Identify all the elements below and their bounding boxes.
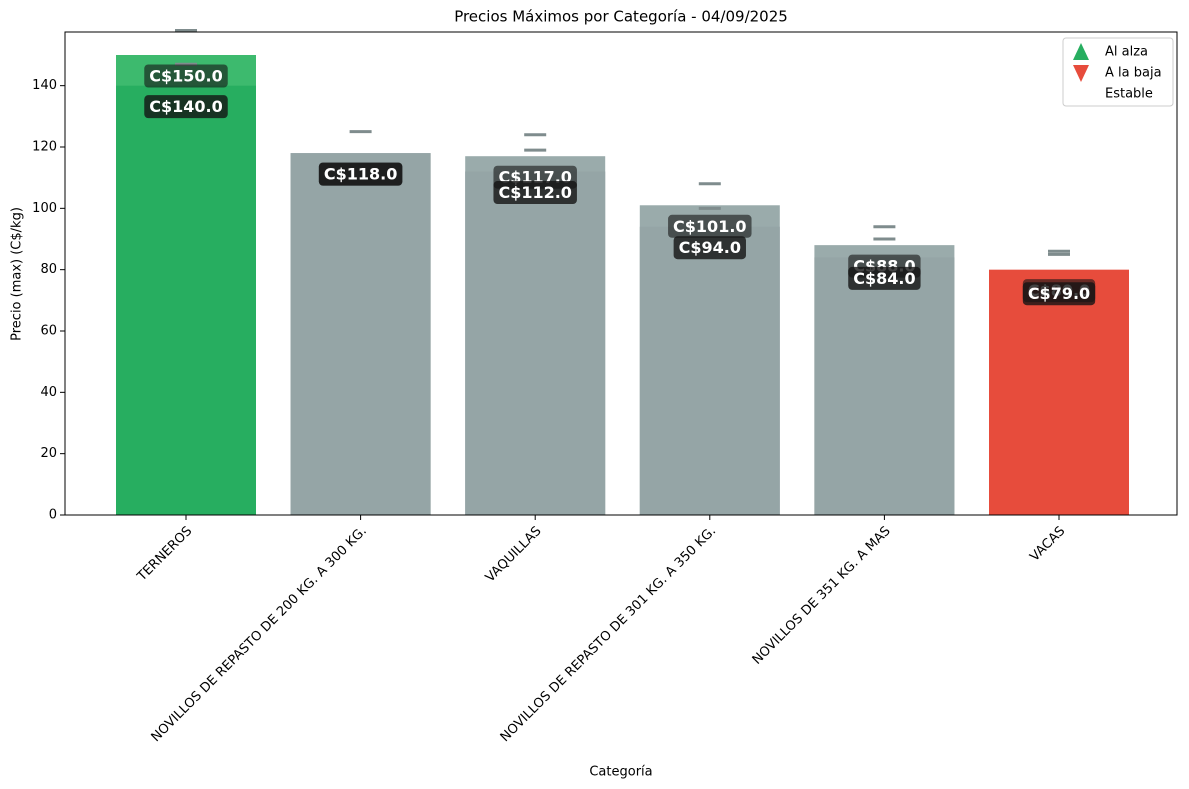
legend-label: Al alza [1105, 45, 1148, 60]
y-tick-label: 20 [40, 446, 57, 461]
y-tick-label: 120 [32, 140, 57, 155]
bar [639, 226, 780, 515]
legend-marker [1073, 43, 1089, 60]
y-tick-label: 0 [49, 508, 57, 523]
y-tick-label: 80 [40, 262, 57, 277]
value-label-group: C$84.0 [848, 266, 921, 290]
legend-marker [1075, 88, 1087, 100]
y-tick-label: 40 [40, 385, 57, 400]
value-label-box [318, 162, 403, 186]
legend-label: A la baja [1105, 66, 1162, 81]
value-label: C$94.0 [679, 238, 741, 257]
x-tick-label: VAQUILLAS [483, 524, 545, 586]
x-axis-label: Categoría [589, 765, 652, 780]
value-label-box [673, 236, 746, 260]
value-label: C$118.0 [324, 165, 397, 184]
y-tick-label: 100 [32, 201, 57, 216]
x-tick-label: NOVILLOS DE REPASTO DE 301 KG. A 350 KG. [498, 524, 719, 745]
legend-label: Estable [1105, 87, 1153, 102]
value-label-group: C$150.0 [144, 64, 228, 88]
y-axis-label: Precio (max) (C$/kg) [10, 207, 25, 341]
y-tick-label: 60 [40, 324, 57, 339]
value-label-box [144, 64, 228, 88]
value-label-group: C$101.0 [668, 214, 752, 238]
value-label-group: C$140.0 [144, 95, 228, 119]
value-label-group: C$79.0 [1022, 282, 1096, 306]
value-label: C$101.0 [673, 217, 746, 236]
bar [116, 85, 256, 516]
value-label: C$79.0 [1028, 284, 1090, 303]
bar [814, 257, 955, 515]
bar [465, 171, 606, 516]
x-tick-label: NOVILLOS DE 351 KG. A MAS [750, 524, 894, 668]
bar [290, 153, 431, 515]
plot-frame [64, 31, 1178, 516]
value-label: C$140.0 [149, 97, 222, 116]
x-tick-label: VACAS [1027, 524, 1068, 565]
bar [989, 272, 1129, 515]
value-label: C$84.0 [853, 269, 915, 288]
value-label-box [1022, 282, 1096, 306]
value-label: C$150.0 [149, 67, 222, 86]
value-label-group: C$112.0 [493, 181, 577, 205]
value-label-box [668, 214, 752, 238]
legend-box [1062, 37, 1174, 107]
value-label-box [493, 181, 577, 205]
value-label-group: C$118.0 [318, 162, 403, 186]
chart-title: Precios Máximos por Categoría - 04/09/20… [454, 8, 788, 26]
value-label-box [144, 95, 228, 119]
value-label-group: C$94.0 [673, 236, 746, 260]
value-label: C$112.0 [498, 183, 571, 202]
y-tick-label: 140 [32, 78, 57, 93]
x-tick-label: NOVILLOS DE REPASTO DE 200 KG. A 300 KG. [149, 524, 370, 745]
legend-marker [1073, 65, 1089, 82]
value-label-box [848, 266, 921, 290]
x-tick-label: TERNEROS [134, 524, 195, 585]
